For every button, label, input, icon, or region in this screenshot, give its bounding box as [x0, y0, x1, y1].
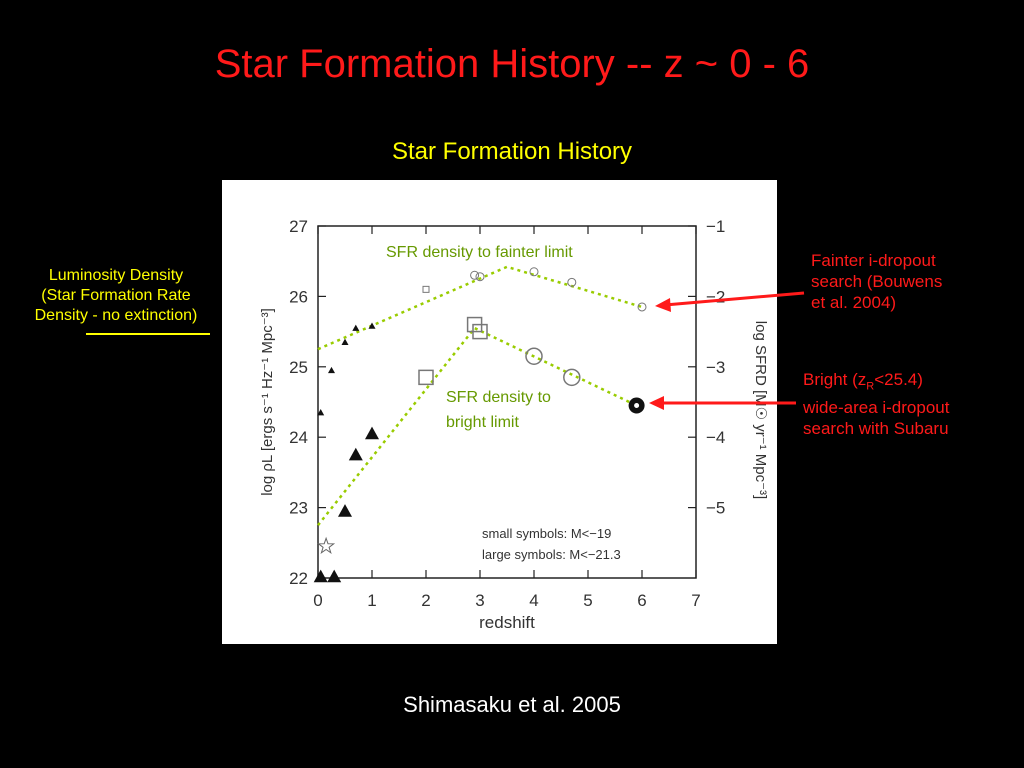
data-point	[525, 347, 543, 365]
bright-limit-label: SFR density to	[446, 389, 551, 406]
bright-arrow-head	[649, 396, 664, 410]
note-subscript: R	[866, 380, 875, 393]
faint-limit-label: SFR density to fainter limit	[386, 244, 573, 261]
data-point	[328, 366, 335, 374]
data-point	[563, 368, 581, 387]
y-tick-label: 24	[289, 428, 308, 447]
left-note-line: (Star Formation Rate	[41, 287, 191, 304]
y-right-tick-label: −3	[706, 358, 725, 377]
data-point	[338, 504, 352, 517]
data-point	[418, 369, 434, 386]
fainter-arrow-line	[664, 291, 805, 307]
data-point	[368, 322, 376, 329]
slide-title: Star Formation History -- z ~ 0 - 6	[214, 42, 810, 86]
legend-line: small symbols: M<−19	[482, 526, 611, 541]
data-point	[567, 277, 577, 287]
y-right-tick-label: −2	[706, 287, 725, 306]
y-tick-label: 27	[289, 217, 308, 236]
right-note-line: search with Subaru	[803, 419, 949, 439]
data-point	[317, 409, 325, 416]
y-tick-label: 23	[289, 499, 308, 518]
fit-line	[317, 326, 638, 526]
left-note-line: Luminosity Density	[48, 267, 184, 284]
x-tick-label: 5	[583, 591, 592, 610]
data-point-center	[634, 403, 640, 409]
data-point	[317, 536, 336, 555]
right-note-line: Bright (zR<25.4)	[803, 369, 949, 397]
data-point	[637, 302, 647, 312]
right-note-line: wide-area i-dropout	[803, 398, 950, 418]
y-right-axis-label: log SFRD [M☉ yr⁻¹ Mpc⁻³]	[752, 321, 769, 499]
data-point	[470, 270, 480, 280]
data-point	[313, 569, 328, 583]
bright-limit-label: bright limit	[446, 414, 519, 431]
x-tick-label: 3	[475, 591, 484, 610]
note-text: Bright (z	[803, 370, 867, 389]
axis-ticks	[317, 225, 697, 579]
legend-line: large symbols: M<−21.3	[482, 547, 621, 562]
data-point	[422, 285, 430, 293]
y-tick-label: 26	[289, 287, 308, 306]
data-markers	[313, 267, 647, 583]
x-tick-label: 2	[421, 591, 430, 610]
data-point	[352, 324, 360, 331]
data-point	[475, 272, 485, 282]
fit-lines	[317, 265, 643, 526]
y-tick-label: 22	[289, 569, 308, 588]
data-point	[327, 569, 342, 583]
data-point	[341, 338, 349, 345]
y-tick-label: 25	[289, 358, 308, 377]
data-point	[365, 426, 379, 440]
fainter-arrow-head	[655, 298, 671, 312]
right-note-line: Fainter i-dropout	[811, 251, 936, 270]
data-point	[529, 267, 539, 277]
left-note-underline	[86, 333, 210, 335]
chart-subtitle: Star Formation History	[391, 138, 633, 165]
y-right-tick-label: −4	[706, 428, 725, 447]
y-axis-label: log ρL [ergs s⁻¹ Hz⁻¹ Mpc⁻³]	[259, 308, 276, 496]
y-right-tick-label: −5	[706, 499, 725, 518]
x-tick-label: 7	[691, 591, 700, 610]
left-note-line: Density - no extinction)	[34, 307, 198, 324]
data-point	[472, 323, 488, 340]
note-text: <25.4)	[874, 370, 923, 389]
x-tick-label: 6	[637, 591, 646, 610]
bright-dropout-note: Bright (zR<25.4) wide-area i-dropout sea…	[803, 369, 949, 439]
x-tick-label: 4	[529, 591, 538, 610]
data-point	[348, 447, 363, 461]
luminosity-density-note: Luminosity Density (Star Formation Rate …	[14, 266, 218, 326]
y-right-tick-label: −1	[706, 217, 725, 236]
x-tick-label: 0	[313, 591, 322, 610]
chart-background	[222, 180, 777, 644]
x-tick-label: 1	[367, 591, 376, 610]
fainter-dropout-note: Fainter i-dropout search (Bouwens et al.…	[811, 250, 942, 313]
right-note-line: et al. 2004)	[811, 293, 897, 312]
right-note-line: search (Bouwens	[811, 272, 943, 291]
x-axis-label: redshift	[479, 613, 535, 632]
citation: Shimasaku et al. 2005	[403, 692, 621, 717]
